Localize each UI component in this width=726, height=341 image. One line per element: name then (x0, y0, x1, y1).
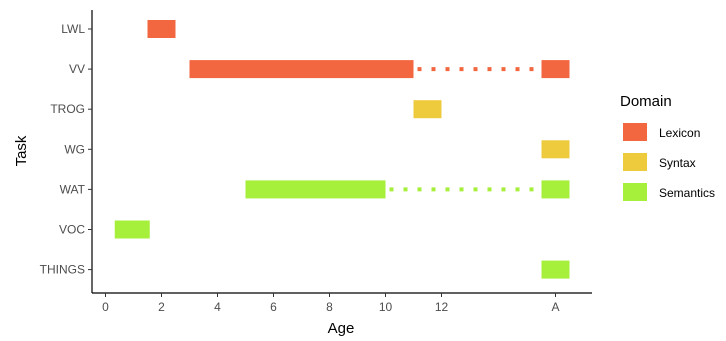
x-tick-label: 0 (102, 300, 109, 314)
bar-lwl (147, 20, 176, 38)
x-tick-label: 2 (158, 300, 165, 314)
legend-swatch-syntax (623, 153, 647, 171)
legend-label-syntax: Syntax (659, 156, 696, 170)
x-tick-label: 10 (379, 300, 393, 314)
y-axis-title: Task (13, 135, 30, 166)
y-tick-label-voc: VOC (59, 223, 85, 237)
bar-trog (413, 100, 442, 119)
bar-vv (189, 60, 414, 79)
x-tick-label: 6 (270, 300, 277, 314)
legend-label-semantics: Semantics (659, 186, 715, 200)
y-tick-label-wg: WG (64, 142, 85, 156)
y-tick-label-wat: WAT (60, 182, 86, 196)
x-axis-title: Age (328, 320, 355, 337)
bar-wat-adult (541, 180, 570, 199)
x-tick-label: 8 (326, 300, 333, 314)
y-tick-label-trog: TROG (50, 102, 85, 116)
bar-vv-adult (541, 60, 570, 79)
bar-voc (114, 220, 150, 239)
legend-title: Domain (620, 93, 672, 110)
bar-wat (245, 180, 386, 199)
legend-swatch-semantics (623, 183, 647, 201)
x-tick-label: A (551, 300, 559, 314)
y-tick-label-vv: VV (69, 62, 85, 76)
y-tick-label-things: THINGS (40, 263, 85, 277)
y-tick-label-lwl: LWL (61, 22, 85, 36)
legend-label-lexicon: Lexicon (659, 126, 700, 140)
legend-swatch-lexicon (623, 123, 647, 141)
x-tick-label: 4 (214, 300, 221, 314)
x-tick-label: 12 (435, 300, 449, 314)
bar-things-adult (541, 260, 570, 279)
bar-wg-adult (541, 140, 570, 159)
